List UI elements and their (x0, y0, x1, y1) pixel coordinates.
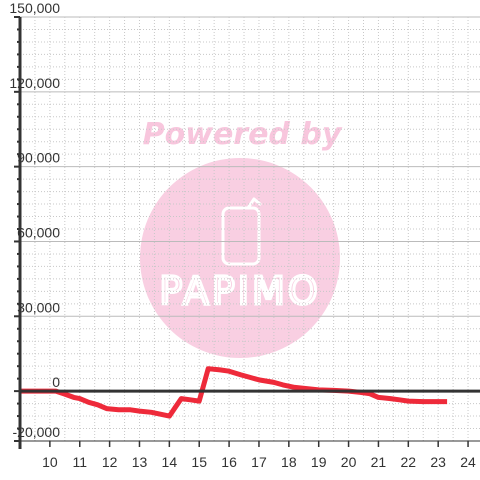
x-tick-label: 12 (102, 454, 118, 470)
x-tick-label: 16 (221, 454, 237, 470)
series-line (20, 366, 448, 419)
x-tick-label: 21 (371, 454, 387, 470)
x-tick-label: 23 (430, 454, 446, 470)
x-tick-label: 10 (42, 454, 58, 470)
x-tick-label: 15 (191, 454, 207, 470)
x-tick-label: 19 (311, 454, 327, 470)
watermark: Powered by PAPIMO (140, 117, 343, 358)
x-tick-label: 13 (132, 454, 148, 470)
series-group (20, 366, 448, 419)
y-tick-label: -20,000 (13, 424, 61, 440)
y-tick-label: 90,000 (17, 150, 60, 166)
y-tick-label: 60,000 (17, 224, 60, 240)
y-tick-label: 120,000 (9, 75, 60, 91)
watermark-powered-text: Powered by (143, 117, 343, 152)
x-tick-label: 24 (460, 454, 476, 470)
tick-labels: -20,000 0 30,000 60,000 90,000 120,000 150,000… (9, 0, 476, 470)
y-tick-label: 150,000 (9, 0, 60, 16)
x-tick-label: 18 (281, 454, 297, 470)
x-tick-label: 22 (401, 454, 417, 470)
y-tick-label: 0 (52, 374, 60, 390)
x-tick-label: 11 (72, 454, 87, 470)
watermark-circle (140, 158, 340, 358)
x-tick-label: 20 (341, 454, 357, 470)
y-tick-label: 30,000 (17, 299, 60, 315)
axes (14, 16, 480, 449)
x-tick-label: 17 (251, 454, 267, 470)
x-tick-label: 14 (162, 454, 178, 470)
